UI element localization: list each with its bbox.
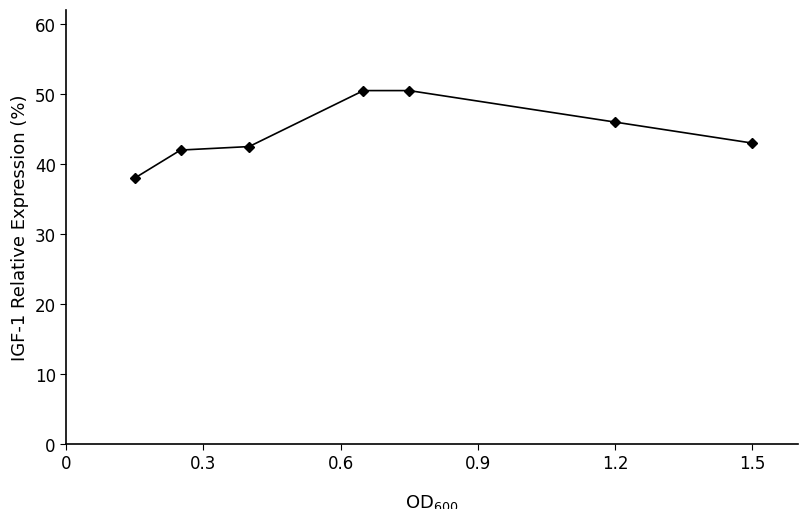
- Y-axis label: IGF-1 Relative Expression (%): IGF-1 Relative Expression (%): [11, 95, 29, 360]
- Text: OD$_{600}$: OD$_{600}$: [405, 492, 459, 509]
